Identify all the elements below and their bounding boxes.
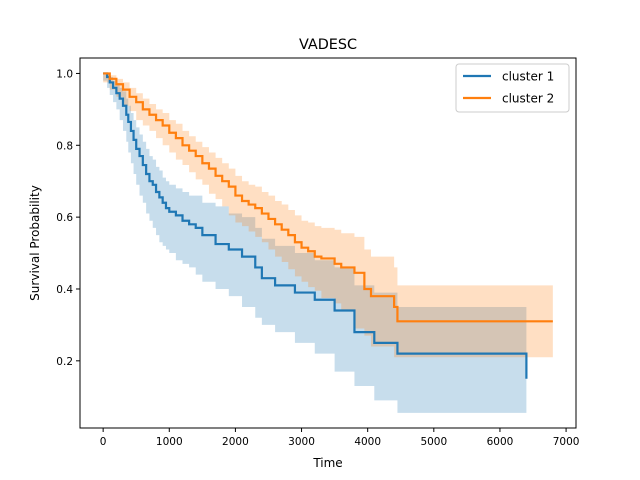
y-axis-label: Survival Probability — [28, 185, 42, 301]
plot-area — [103, 72, 553, 413]
y-tick-label: 0.2 — [56, 356, 73, 368]
axes: 0 1000 2000 3000 4000 5000 6000 7000 0.2 0.4 0.6 0.… — [56, 68, 579, 448]
chart-title: VADESC — [299, 37, 357, 53]
legend: cluster 1 cluster 2 — [455, 63, 570, 113]
x-tick-label: 1000 — [156, 436, 183, 448]
y-tick-label: 0.4 — [56, 284, 73, 296]
y-tick-label: 0.8 — [56, 140, 73, 152]
x-tick-label: 5000 — [420, 436, 447, 448]
x-tick-label: 2000 — [222, 436, 249, 448]
ci-band-cluster-1 — [103, 73, 527, 413]
x-axis-label: Time — [312, 456, 342, 470]
plot-frame — [79, 57, 577, 429]
x-tick-label: 0 — [100, 436, 107, 448]
x-tick-label: 4000 — [354, 436, 381, 448]
legend-label-cluster-2: cluster 2 — [502, 92, 554, 106]
legend-label-cluster-1: cluster 1 — [502, 70, 554, 84]
y-tick-label: 1.0 — [56, 68, 73, 80]
x-tick-label: 3000 — [288, 436, 315, 448]
x-tick-label: 6000 — [487, 436, 514, 448]
y-tick-label: 0.6 — [56, 212, 73, 224]
x-tick-label: 7000 — [553, 436, 580, 448]
ci-band-cluster-2 — [103, 73, 553, 358]
survival-line-cluster-2 — [103, 72, 553, 323]
survival-line-cluster-1 — [103, 72, 528, 379]
